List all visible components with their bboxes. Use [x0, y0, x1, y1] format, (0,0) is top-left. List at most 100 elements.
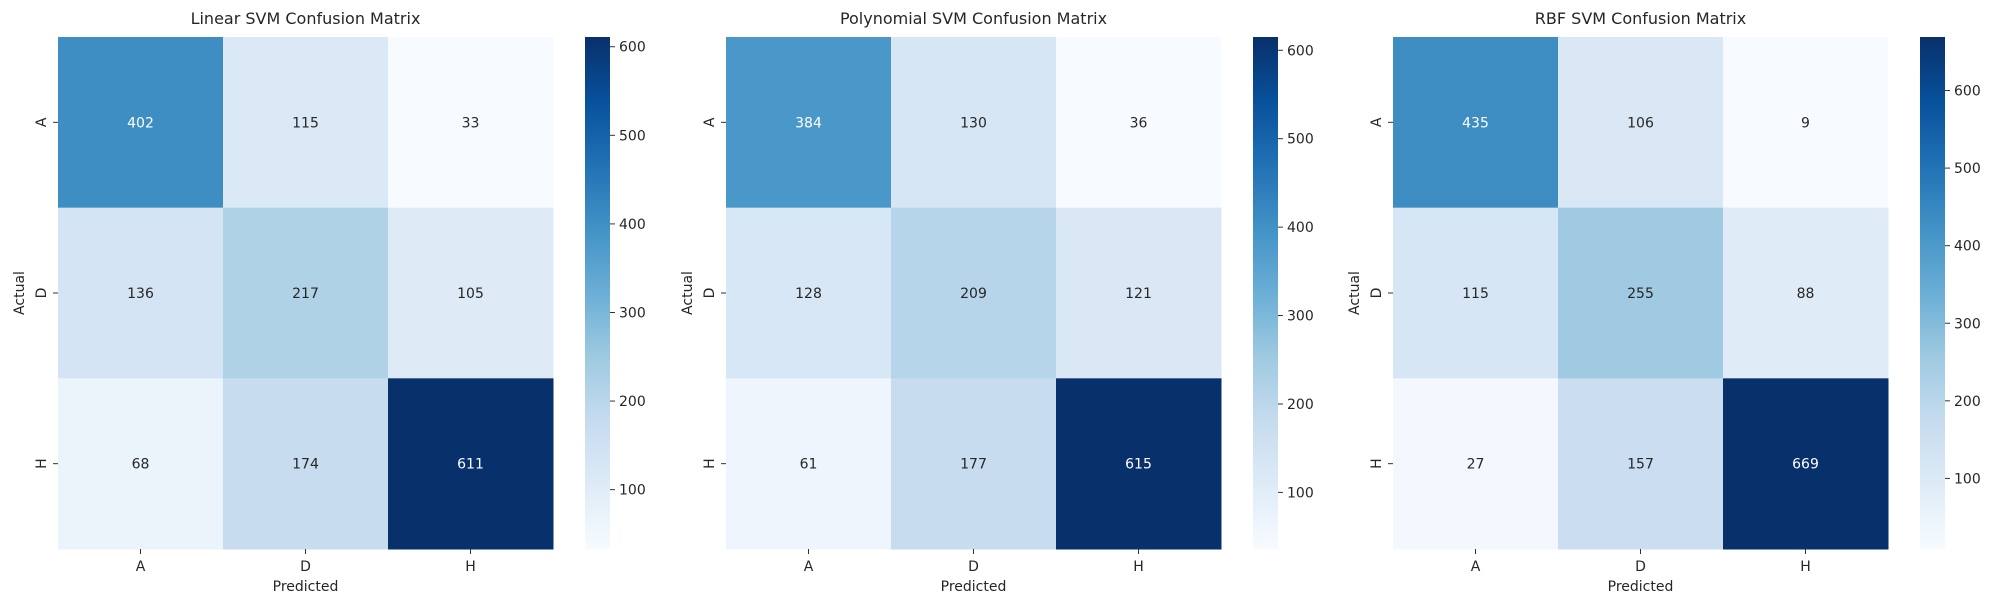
- cell-value-label: 402: [127, 115, 154, 131]
- heatmap-panel-1: Linear SVM Confusion Matrix 402 115 33 136 21…: [12, 9, 646, 595]
- cell-value-label: 115: [292, 115, 319, 131]
- cell-value-label: 615: [1125, 457, 1152, 473]
- y-tick-label: H: [1369, 458, 1385, 469]
- heatmap-panel-3: RBF SVM Confusion Matrix 435 106 9 115 255 88 2…: [1347, 9, 1981, 595]
- y-tick-label: D: [702, 288, 718, 299]
- heatmap-cell: [1393, 378, 1559, 550]
- x-tick-label: H: [1800, 559, 1811, 575]
- heatmap-cell: [726, 207, 892, 379]
- cell-value-label: 88: [1797, 286, 1815, 302]
- cell-value-label: 115: [1462, 286, 1489, 302]
- cell-value-label: 33: [462, 115, 480, 131]
- heatmap-cell: [726, 378, 892, 550]
- y-axis-label: Actual: [12, 271, 28, 315]
- heatmap-cell: [1056, 37, 1222, 209]
- colorbar-tick-label: 600: [1954, 84, 1981, 100]
- cell-value-label: 669: [1792, 457, 1819, 473]
- cell-value-label: 435: [1462, 115, 1489, 131]
- x-axis-label: Predicted: [273, 579, 339, 595]
- x-tick-label: H: [1133, 559, 1144, 575]
- x-tick-label: D: [1635, 559, 1646, 575]
- colorbar-tick-label: 200: [619, 394, 646, 410]
- chart-title: Linear SVM Confusion Matrix: [191, 9, 421, 28]
- x-axis-label: Predicted: [941, 579, 1007, 595]
- heatmap-cell: [1723, 378, 1889, 550]
- heatmap-cell: [1558, 207, 1724, 379]
- colorbar-tick-label: 600: [1287, 43, 1314, 59]
- colorbar-tick-label: 600: [619, 40, 646, 56]
- cell-value-label: 611: [457, 457, 484, 473]
- x-tick-label: D: [968, 559, 979, 575]
- colorbar-tick-label: 400: [1954, 239, 1981, 255]
- heatmap-cell: [1056, 378, 1222, 550]
- heatmap-cell: [1056, 207, 1222, 379]
- y-tick-label: A: [34, 117, 50, 127]
- heatmap-cell: [891, 207, 1057, 379]
- cell-value-label: 209: [960, 286, 987, 302]
- heatmap-cell: [1558, 378, 1724, 550]
- heatmap-cell: [58, 207, 224, 379]
- heatmap-cell: [388, 207, 554, 379]
- heatmap-cell: [1723, 207, 1889, 379]
- heatmap-cell: [1393, 207, 1559, 379]
- cell-value-label: 9: [1801, 115, 1810, 131]
- chart-title: RBF SVM Confusion Matrix: [1535, 9, 1746, 28]
- heatmap-cell: [388, 37, 554, 209]
- heatmap-panel-2: Polynomial SVM Confusion Matrix 384 130 36 1…: [680, 9, 1314, 595]
- cell-value-label: 61: [800, 457, 818, 473]
- cell-value-label: 130: [960, 115, 987, 131]
- heatmap-cell: [891, 37, 1057, 209]
- x-tick-label: A: [1471, 559, 1481, 575]
- cell-value-label: 68: [132, 457, 150, 473]
- heatmap-cell: [223, 37, 389, 209]
- colorbar-tick-label: 100: [619, 483, 646, 499]
- heatmap-cell: [1558, 37, 1724, 209]
- colorbar-tick-label: 100: [1287, 485, 1314, 501]
- cell-value-label: 27: [1467, 457, 1485, 473]
- y-tick-label: D: [1369, 288, 1385, 299]
- heatmap-cell: [58, 37, 224, 209]
- heatmap-cell: [58, 378, 224, 550]
- y-tick-label: H: [34, 458, 50, 469]
- colorbar-tick-label: 200: [1287, 397, 1314, 413]
- colorbar-tick-label: 500: [619, 128, 646, 144]
- cell-value-label: 177: [960, 457, 987, 473]
- colorbar-tick-label: 400: [619, 217, 646, 233]
- y-tick-label: A: [1369, 117, 1385, 127]
- heatmap-cell: [388, 378, 554, 550]
- cell-value-label: 255: [1627, 286, 1654, 302]
- colorbar-tick-label: 300: [1954, 316, 1981, 332]
- x-tick-label: A: [136, 559, 146, 575]
- colorbar: [585, 37, 610, 549]
- x-tick-label: H: [465, 559, 476, 575]
- y-tick-label: A: [702, 117, 718, 127]
- cell-value-label: 136: [127, 286, 154, 302]
- colorbar: [1920, 37, 1945, 549]
- x-axis-label: Predicted: [1608, 579, 1674, 595]
- cell-value-label: 105: [457, 286, 484, 302]
- cell-value-label: 157: [1627, 457, 1654, 473]
- x-tick-label: A: [804, 559, 814, 575]
- heatmap-cell: [726, 37, 892, 209]
- colorbar-tick-label: 300: [1287, 309, 1314, 325]
- cell-value-label: 36: [1130, 115, 1148, 131]
- chart-title: Polynomial SVM Confusion Matrix: [840, 9, 1107, 28]
- heatmap-cell: [1723, 37, 1889, 209]
- heatmap-cell: [223, 378, 389, 550]
- colorbar-tick-label: 300: [619, 305, 646, 321]
- cell-value-label: 121: [1125, 286, 1152, 302]
- heatmap-cell: [891, 378, 1057, 550]
- colorbar-tick-label: 400: [1287, 220, 1314, 236]
- heatmap-cell: [223, 207, 389, 379]
- colorbar: [1253, 37, 1278, 549]
- colorbar-tick-label: 200: [1954, 394, 1981, 410]
- colorbar-tick-label: 100: [1954, 471, 1981, 487]
- y-tick-label: H: [702, 458, 718, 469]
- cell-value-label: 128: [795, 286, 822, 302]
- cell-value-label: 174: [292, 457, 319, 473]
- cell-value-label: 106: [1627, 115, 1654, 131]
- y-axis-label: Actual: [1347, 271, 1363, 315]
- heatmap-cell: [1393, 37, 1559, 209]
- cell-value-label: 384: [795, 115, 822, 131]
